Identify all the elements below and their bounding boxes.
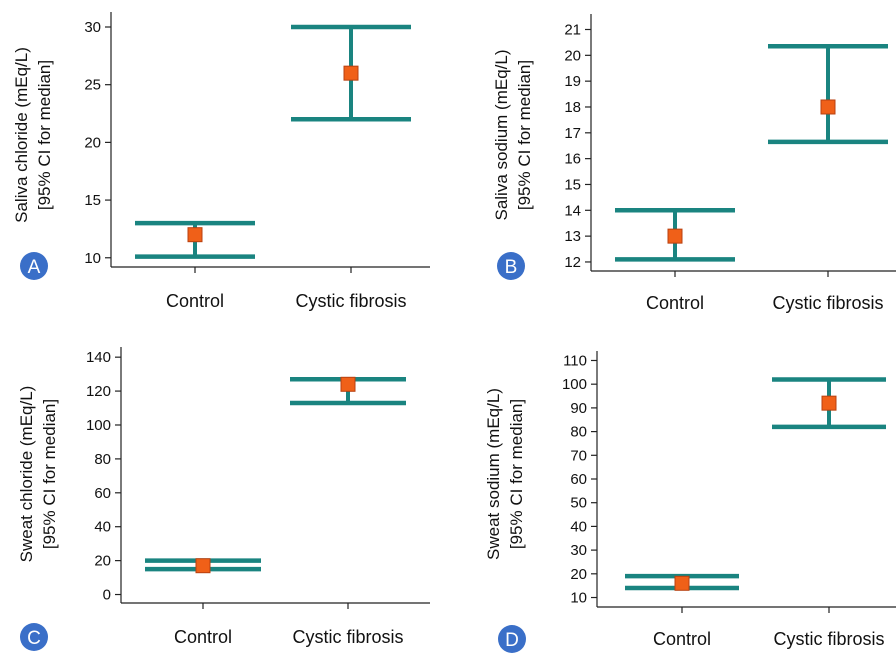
y-axis-label-ci: [95% CI for median] <box>507 399 526 549</box>
y-axis-label: Saliva chloride (mEq/L) <box>12 47 31 223</box>
y-tick-label: 80 <box>94 451 111 468</box>
y-tick-label: 40 <box>570 518 587 535</box>
panel-badge-letter: D <box>505 630 519 651</box>
y-tick-label: 10 <box>570 590 587 607</box>
y-axis-label: Saliva sodium (mEq/L) <box>492 49 511 220</box>
y-tick-label: 18 <box>564 99 581 116</box>
panel-badge <box>497 252 525 280</box>
y-axis-label: Sweat chloride (mEq/L) <box>17 386 36 563</box>
median-marker <box>821 395 837 411</box>
median-marker <box>187 227 203 243</box>
y-tick-label: 17 <box>564 125 581 142</box>
chart-panel-b: 12 13 14 15 16 17 18 19 20 21 Control Cystic fibros… <box>492 14 896 313</box>
y-tick-label: 25 <box>84 77 101 94</box>
panel-badge-letter: B <box>505 257 518 278</box>
chart-panel-a: 10 15 20 25 30 Control Cystic fibrosis Saliva c… <box>12 12 430 311</box>
median-marker <box>820 99 836 115</box>
y-tick-label: 16 <box>564 151 581 168</box>
panel-badge <box>498 625 526 653</box>
y-tick-label: 90 <box>570 400 587 417</box>
y-tick-label: 80 <box>570 424 587 441</box>
y-axis-label-ci: [95% CI for median] <box>40 399 59 549</box>
y-tick-label: 100 <box>562 376 587 393</box>
y-tick-label: 20 <box>84 134 101 151</box>
median-marker <box>674 575 690 591</box>
y-tick-label: 50 <box>570 495 587 512</box>
y-axis-label: Sweat sodium (mEq/L) <box>484 388 503 560</box>
y-tick-label: 20 <box>564 47 581 64</box>
y-tick-label: 60 <box>94 485 111 502</box>
y-tick-label: 0 <box>103 587 111 604</box>
panel-badge <box>20 623 48 651</box>
y-tick-label: 30 <box>84 19 101 36</box>
y-tick-label: 110 <box>563 352 587 369</box>
y-tick-label: 10 <box>84 250 101 267</box>
panel-badge-letter: A <box>28 257 41 278</box>
x-category-label: Cystic fibrosis <box>773 629 884 649</box>
panel-badge-letter: C <box>27 628 41 649</box>
y-tick-label: 12 <box>564 254 581 271</box>
median-marker <box>343 65 359 81</box>
y-tick-label: 20 <box>570 566 587 583</box>
y-tick-label: 14 <box>564 202 581 219</box>
y-axis-label-ci: [95% CI for median] <box>515 60 534 210</box>
y-tick-label: 70 <box>570 447 587 464</box>
y-tick-label: 13 <box>564 228 581 245</box>
x-category-label: Cystic fibrosis <box>295 291 406 311</box>
x-category-label: Control <box>653 629 711 649</box>
y-tick-label: 140 <box>86 349 111 366</box>
x-category-label: Control <box>646 293 704 313</box>
y-tick-label: 19 <box>564 73 581 90</box>
y-tick-label: 120 <box>86 383 111 400</box>
y-tick-label: 30 <box>570 542 587 559</box>
y-tick-label: 60 <box>570 471 587 488</box>
median-marker <box>667 228 683 244</box>
median-marker <box>195 558 211 574</box>
x-category-label: Cystic fibrosis <box>772 293 883 313</box>
y-tick-label: 40 <box>94 519 111 536</box>
panel-badge <box>20 252 48 280</box>
x-category-label: Control <box>174 627 232 647</box>
y-tick-label: 15 <box>84 192 101 209</box>
x-category-label: Cystic fibrosis <box>292 627 403 647</box>
chart-panel-c: 0 20 40 60 80 100 120 140 Control Cystic fibrosis… <box>17 347 430 651</box>
y-tick-label: 100 <box>86 417 111 434</box>
median-marker <box>340 376 356 392</box>
y-tick-label: 20 <box>94 553 111 570</box>
y-tick-label: 15 <box>564 176 581 193</box>
y-tick-label: 21 <box>564 21 581 38</box>
y-axis-label-ci: [95% CI for median] <box>35 60 54 210</box>
chart-panel-d: 10 20 30 40 50 60 70 80 90 100 110 Control Cystic fi… <box>484 351 896 653</box>
x-category-label: Control <box>166 291 224 311</box>
